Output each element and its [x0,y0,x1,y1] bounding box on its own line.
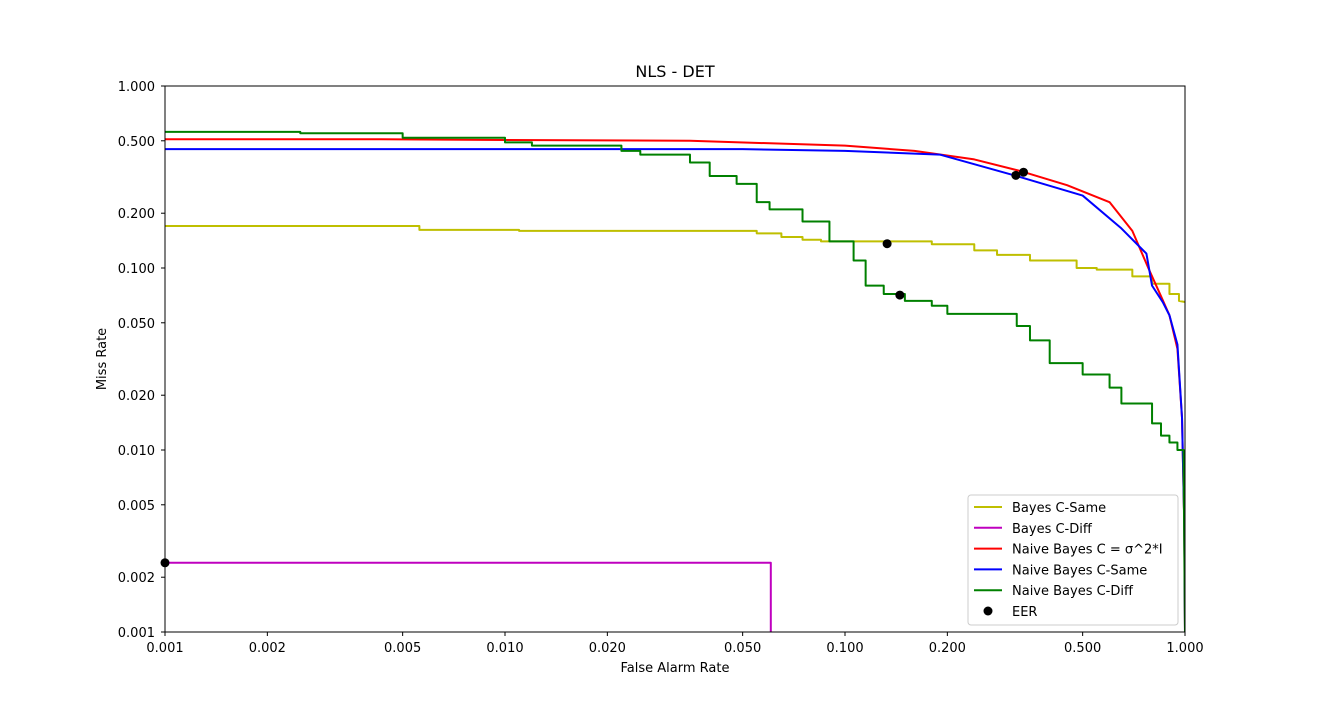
legend-label: Bayes C-Same [1012,501,1106,516]
x-tick-label: 0.002 [249,641,286,656]
x-tick-label: 1.000 [1166,641,1203,656]
x-tick-label: 0.500 [1064,641,1101,656]
y-tick-label: 0.001 [118,626,155,641]
legend-marker [983,606,993,616]
y-tick-label: 0.500 [118,135,155,150]
x-tick-label: 0.100 [826,641,863,656]
y-tick-label: 0.020 [118,389,155,404]
legend-label: Naive Bayes C = σ^2*I [1012,543,1163,558]
x-axis-label: False Alarm Rate [621,661,730,676]
x-tick-label: 0.020 [589,641,626,656]
x-tick-label: 0.200 [929,641,966,656]
series-line-bayes-c-same [165,225,1185,304]
x-tick-label: 0.005 [384,641,421,656]
eer-point [1019,167,1029,177]
plot-area [160,130,1185,632]
y-axis-ticks: 0.001 0.002 0.005 0.010 0.020 0.050 0.100 0.200… [118,80,165,641]
eer-point [882,239,892,249]
y-tick-label: 0.200 [118,207,155,222]
x-tick-label: 0.001 [146,641,183,656]
eer-point [895,290,905,300]
legend: Bayes C-Same Bayes C-Diff Naive Bayes C = … [967,494,1179,626]
axes-frame [164,85,1186,633]
series-line-bayes-c-diff [165,561,772,632]
x-tick-label: 0.010 [486,641,523,656]
legend-label: Naive Bayes C-Diff [1012,584,1134,599]
y-axis-label: Miss Rate [95,328,110,390]
series-line-naive-bayes-c-same [165,148,1185,632]
y-tick-label: 0.010 [118,444,155,459]
series-line-naive-bayes-c-diff [165,130,1185,632]
y-tick-label: 0.002 [118,571,155,586]
legend-box [967,494,1179,626]
x-axis-ticks: 0.001 0.002 0.005 0.010 0.020 0.050 0.100 0.200… [146,632,1204,656]
eer-point [1011,170,1021,180]
y-tick-label: 0.100 [118,262,155,277]
x-tick-label: 0.050 [724,641,761,656]
y-tick-label: 0.050 [118,317,155,332]
legend-label: EER [1012,605,1037,620]
chart-title: NLS - DET [635,62,714,81]
y-tick-label: 0.005 [118,499,155,514]
series-group [165,130,1185,632]
legend-label: Naive Bayes C-Same [1012,563,1147,578]
legend-label: Bayes C-Diff [1012,522,1093,537]
y-tick-label: 1.000 [118,80,155,95]
